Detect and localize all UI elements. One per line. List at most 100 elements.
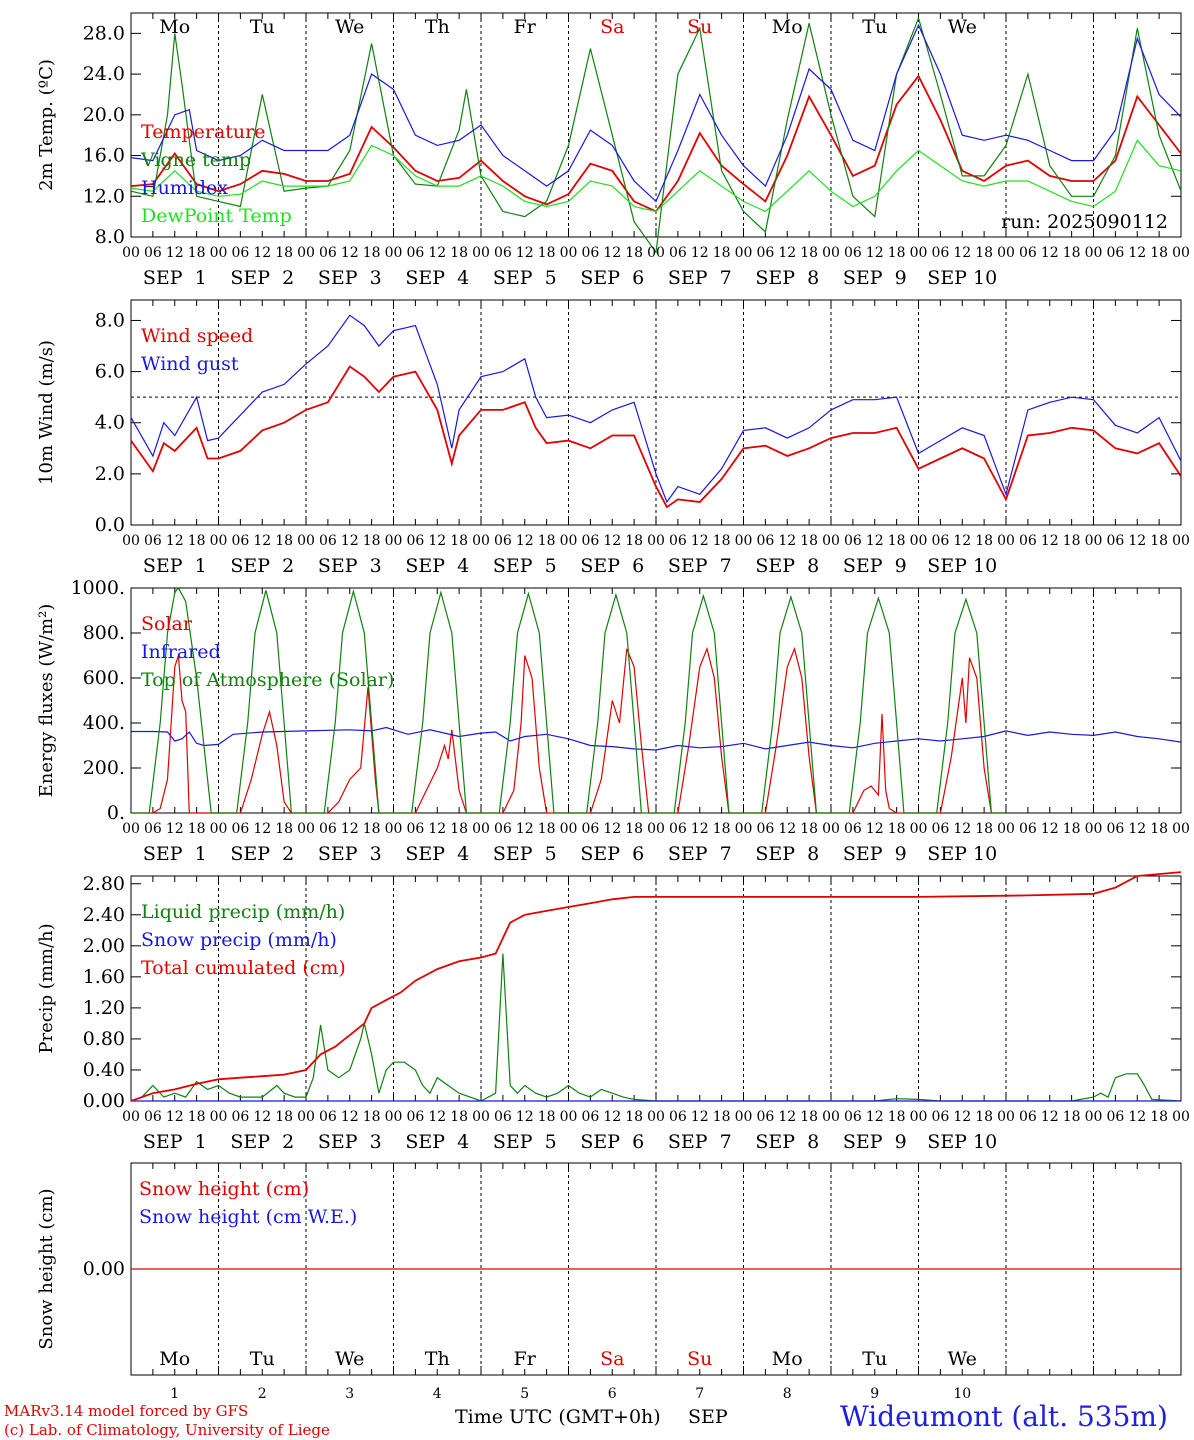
day-name: Mo — [772, 16, 803, 38]
x-tick-label: 18 — [450, 533, 468, 549]
day-name: Sa — [600, 16, 624, 38]
x-tick-label: 18 — [713, 1109, 731, 1125]
date-label: SEP 6 — [580, 267, 644, 289]
x-tick-label: 12 — [253, 1109, 271, 1125]
series-line-dewpoint-temp — [130, 139, 1182, 213]
x-axis-month: SEP — [688, 1406, 728, 1428]
x-tick-label: 18 — [1063, 245, 1081, 261]
y-axis-label: Snow height (cm) — [36, 1188, 57, 1349]
x-tick-label: 06 — [1019, 821, 1037, 837]
x-tick-label: 18 — [800, 533, 818, 549]
date-label: SEP 2 — [230, 843, 294, 865]
day-name: Mo — [772, 1348, 803, 1370]
panel-frame — [130, 299, 1182, 526]
x-tick-label: 06 — [669, 533, 687, 549]
x-tick-label: 18 — [538, 245, 556, 261]
x-tick-label: 00 — [910, 533, 928, 549]
x-tick-label: 18 — [888, 533, 906, 549]
x-tick-label: 06 — [756, 533, 774, 549]
x-tick-label: 12 — [866, 1109, 884, 1125]
x-tick-label: 12 — [166, 821, 184, 837]
x-tick-label: 00 — [385, 1109, 403, 1125]
x-tick-label: 12 — [603, 245, 621, 261]
day-name: We — [948, 1348, 977, 1370]
x-tick-label: 12 — [603, 1109, 621, 1125]
legend-entry: Snow precip (mm/h) — [141, 929, 337, 951]
x-tick-label: 12 — [1128, 821, 1146, 837]
panel-frame — [130, 12, 1182, 238]
y-tick-label: 200. — [83, 757, 125, 779]
day-name: Th — [425, 16, 450, 38]
day-name: Tu — [250, 1348, 275, 1370]
x-tick-label: 06 — [931, 1109, 949, 1125]
date-label: SEP 10 — [927, 267, 997, 289]
x-tick-label: 12 — [253, 533, 271, 549]
y-tick-label: 0.80 — [83, 1028, 125, 1050]
y-tick-label: 400. — [83, 712, 125, 734]
x-tick-label: 00 — [122, 1109, 140, 1125]
day-name: We — [948, 16, 977, 38]
x-tick-label: 06 — [669, 821, 687, 837]
x-tick-label: 18 — [188, 245, 206, 261]
day-number: 10 — [953, 1386, 971, 1402]
x-tick-label: 06 — [494, 533, 512, 549]
day-name: Mo — [159, 1348, 190, 1370]
x-tick-label: 06 — [1106, 245, 1124, 261]
date-label: SEP 5 — [493, 555, 557, 577]
panel-4 — [130, 871, 1182, 1102]
legend-entry: Total cumulated (cm) — [141, 957, 346, 979]
x-tick-label: 18 — [275, 245, 293, 261]
x-tick-label: 06 — [406, 533, 424, 549]
x-tick-label: 00 — [997, 1109, 1015, 1125]
x-tick-label: 12 — [691, 245, 709, 261]
x-tick-label: 00 — [210, 1109, 228, 1125]
x-tick-label: 18 — [363, 245, 381, 261]
x-tick-label: 06 — [319, 245, 337, 261]
x-tick-label: 18 — [1150, 821, 1168, 837]
x-tick-label: 06 — [931, 533, 949, 549]
x-tick-label: 06 — [319, 533, 337, 549]
y-tick-label: 0.00 — [83, 1258, 125, 1280]
x-tick-label: 00 — [210, 533, 228, 549]
x-tick-label: 06 — [1106, 821, 1124, 837]
x-tick-label: 00 — [297, 533, 315, 549]
x-tick-label: 12 — [341, 1109, 359, 1125]
x-tick-label: 12 — [341, 533, 359, 549]
x-tick-label: 00 — [560, 821, 578, 837]
date-label: SEP 4 — [405, 555, 469, 577]
date-label: SEP 8 — [755, 555, 819, 577]
x-tick-label: 06 — [231, 821, 249, 837]
x-tick-label: 06 — [1106, 533, 1124, 549]
x-tick-label: 12 — [953, 1109, 971, 1125]
legend-entry: Top of Atmosphere (Solar) — [141, 669, 394, 691]
x-tick-label: 12 — [603, 821, 621, 837]
x-tick-label: 00 — [297, 821, 315, 837]
x-tick-label: 00 — [997, 821, 1015, 837]
x-tick-label: 00 — [997, 245, 1015, 261]
x-tick-label: 00 — [647, 245, 665, 261]
x-tick-label: 12 — [516, 1109, 534, 1125]
y-tick-label: 2.80 — [83, 873, 125, 895]
x-tick-label: 06 — [844, 533, 862, 549]
x-tick-label: 00 — [1085, 821, 1103, 837]
x-tick-label: 18 — [1063, 821, 1081, 837]
x-tick-label: 12 — [1041, 533, 1059, 549]
x-tick-label: 12 — [1128, 533, 1146, 549]
day-name: Su — [687, 16, 712, 38]
x-tick-label: 18 — [1150, 533, 1168, 549]
y-tick-label: 1.20 — [83, 997, 125, 1019]
date-label: SEP 6 — [580, 1131, 644, 1153]
x-tick-label: 00 — [385, 533, 403, 549]
legend-entry: Wind gust — [141, 353, 239, 375]
x-tick-label: 12 — [603, 533, 621, 549]
day-name: We — [335, 1348, 364, 1370]
x-tick-label: 18 — [800, 245, 818, 261]
x-tick-label: 18 — [713, 533, 731, 549]
x-tick-label: 12 — [778, 1109, 796, 1125]
x-tick-label: 12 — [166, 1109, 184, 1125]
y-tick-label: 2.00 — [83, 935, 125, 957]
run-label: run: 2025090112 — [1001, 211, 1168, 233]
date-label: SEP 3 — [318, 267, 382, 289]
x-tick-label: 00 — [210, 245, 228, 261]
x-tick-label: 18 — [363, 821, 381, 837]
